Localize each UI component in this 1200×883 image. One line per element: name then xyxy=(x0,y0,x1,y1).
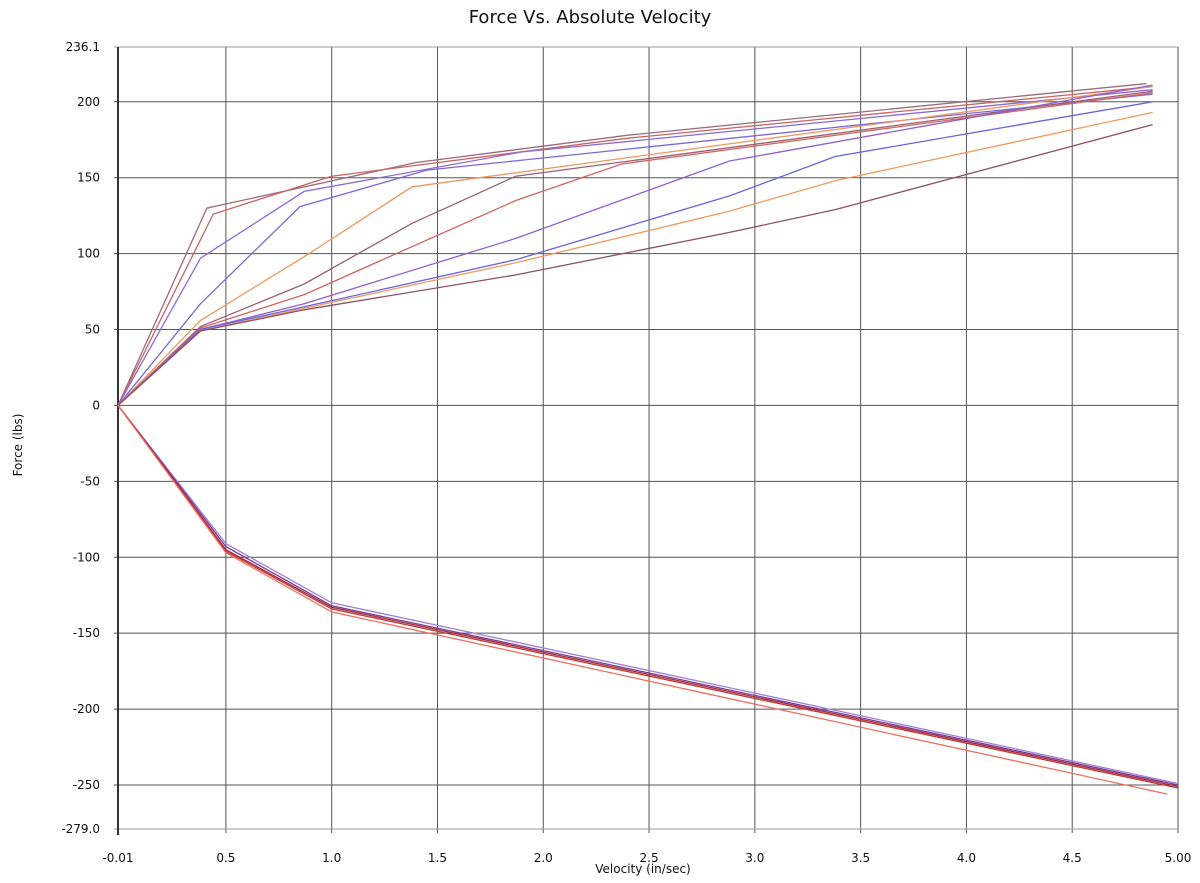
x-tick-label: 4.0 xyxy=(957,851,976,865)
y-axis-label: Force (lbs) xyxy=(11,414,25,477)
y-tick-label: 50 xyxy=(85,323,100,337)
y-tick-label: -100 xyxy=(73,550,100,564)
y-tick-label: -200 xyxy=(73,702,100,716)
y-tick-label: 0 xyxy=(92,398,100,412)
y-tick-label: 150 xyxy=(77,171,100,185)
series-line-6 xyxy=(117,90,1153,406)
series-line-11 xyxy=(117,123,1153,406)
x-tick-label: -0.01 xyxy=(102,851,133,865)
x-tick-label: 3.5 xyxy=(851,851,870,865)
series-group xyxy=(117,82,1179,795)
y-tick-label: 200 xyxy=(77,95,100,109)
series-line-8 xyxy=(117,84,1153,406)
series-line-16 xyxy=(117,405,1168,795)
grid xyxy=(114,46,1179,835)
x-tick-label: 1.0 xyxy=(322,851,341,865)
y-tick-label: -150 xyxy=(73,626,100,640)
y-tick-label: 100 xyxy=(77,247,100,261)
x-tick-label: 4.5 xyxy=(1063,851,1082,865)
x-tick-label: 1.5 xyxy=(428,851,447,865)
y-tick-label: -279.0 xyxy=(61,822,100,836)
series-line-1 xyxy=(117,82,1147,406)
x-axis-label: Velocity (in/sec) xyxy=(595,862,690,876)
y-tick-label: -250 xyxy=(73,778,100,792)
series-line-5 xyxy=(117,85,1153,406)
series-line-2 xyxy=(117,85,1153,406)
series-line-13 xyxy=(117,405,1179,786)
x-tick-label: 2.5 xyxy=(640,851,659,865)
y-tick-labels: 236.1 200 150 100 50 0 -50 -100 -150 -200 -250 -279… xyxy=(61,40,100,836)
series-line-15 xyxy=(117,405,1179,789)
x-tick-labels: -0.01 0.5 1.0 1.5 2.0 2.5 3.0 3.5 4.0 4.5 5.00 xyxy=(102,851,1191,865)
chart-title: Force Vs. Absolute Velocity xyxy=(469,7,712,28)
x-tick-label: 3.0 xyxy=(745,851,764,865)
y-tick-label: 236.1 xyxy=(66,40,100,54)
series-line-7 xyxy=(117,92,1153,406)
x-tick-label: 0.5 xyxy=(216,851,235,865)
x-tick-label: 5.00 xyxy=(1165,851,1192,865)
x-tick-label: 2.0 xyxy=(534,851,553,865)
series-line-3 xyxy=(117,89,1153,406)
series-line-4 xyxy=(117,93,1153,406)
series-line-9 xyxy=(117,101,1153,406)
series-line-14 xyxy=(117,405,1179,788)
y-tick-label: -50 xyxy=(80,474,100,488)
series-line-12 xyxy=(117,404,1179,785)
